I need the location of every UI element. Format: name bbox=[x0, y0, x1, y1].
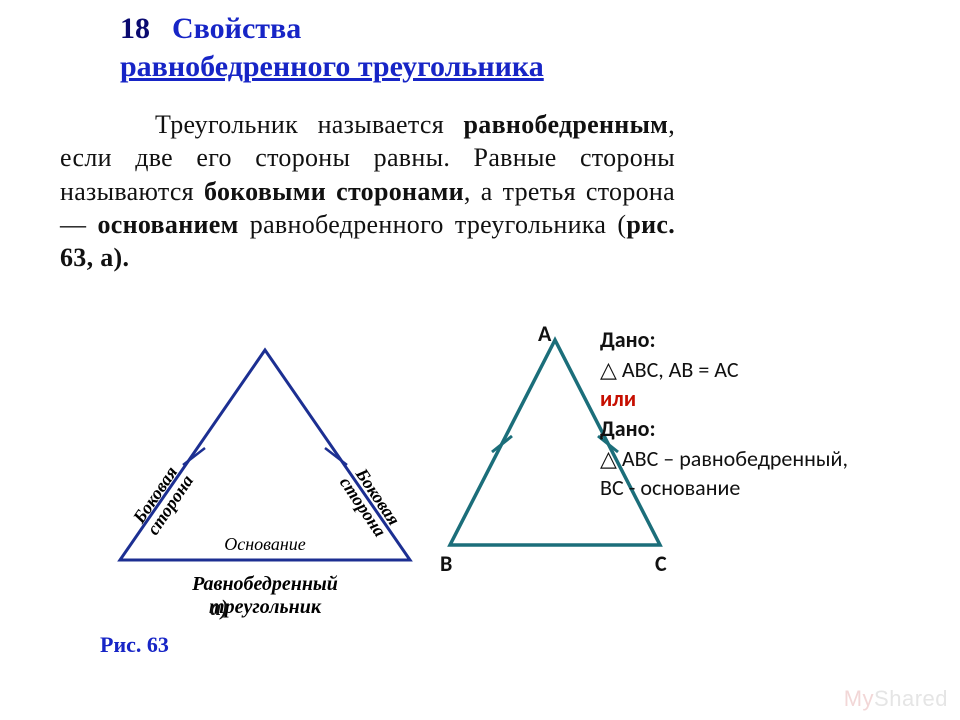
base-label: Основание bbox=[224, 534, 306, 554]
def-t4: равнобедренного треугольника ( bbox=[239, 210, 627, 239]
side-right-label: Боковаясторона bbox=[336, 463, 405, 540]
definition-paragraph: Треугольник называется равнобедренным, е… bbox=[60, 108, 675, 274]
side-left-label: Боковаясторона bbox=[128, 461, 197, 538]
def-t5: ). bbox=[114, 243, 130, 272]
vertex-a: A bbox=[538, 320, 551, 347]
given-l1: △ ABC, AB = AC bbox=[600, 355, 940, 385]
def-t1: Треугольник называется bbox=[155, 110, 464, 139]
figure-sub-a: a) bbox=[210, 595, 228, 621]
heading: 18 Свойства равнобедренного треугольника bbox=[120, 10, 770, 85]
left-caption-l1: Равнобедренный bbox=[191, 573, 338, 595]
given-l3: BC - основание bbox=[600, 473, 940, 503]
figure-ref: Рис. 63 bbox=[100, 632, 169, 658]
figure-left: Основание Боковаясторона Боковаясторона … bbox=[65, 335, 425, 665]
watermark: MyShared bbox=[844, 686, 948, 712]
left-triangle-svg: Основание Боковаясторона Боковаясторона … bbox=[65, 335, 465, 635]
heading-line2: равнобедренного треугольника bbox=[120, 50, 544, 83]
def-b3: основанием bbox=[97, 210, 238, 239]
given-block: Дано: △ ABC, AB = AC или Дано: △ ABC – р… bbox=[600, 325, 940, 503]
def-b1: равнобедренным bbox=[464, 110, 669, 139]
given-h1: Дано: bbox=[600, 325, 940, 355]
watermark-rest: Shared bbox=[874, 686, 948, 711]
watermark-my: My bbox=[844, 686, 874, 711]
given-l2: △ ABC – равнобедренный, bbox=[600, 444, 940, 474]
vertex-b: B bbox=[440, 550, 452, 577]
vertex-c: C bbox=[655, 550, 667, 577]
heading-number: 18 bbox=[120, 10, 150, 48]
def-b2: боковыми сторонами bbox=[204, 177, 464, 206]
heading-line1: Свойства bbox=[172, 12, 301, 45]
slide: 18 Свойства равнобедренного треугольника … bbox=[0, 0, 960, 720]
given-h2: Дано: bbox=[600, 414, 940, 444]
given-or: или bbox=[600, 384, 940, 414]
tick-ab bbox=[492, 436, 512, 452]
